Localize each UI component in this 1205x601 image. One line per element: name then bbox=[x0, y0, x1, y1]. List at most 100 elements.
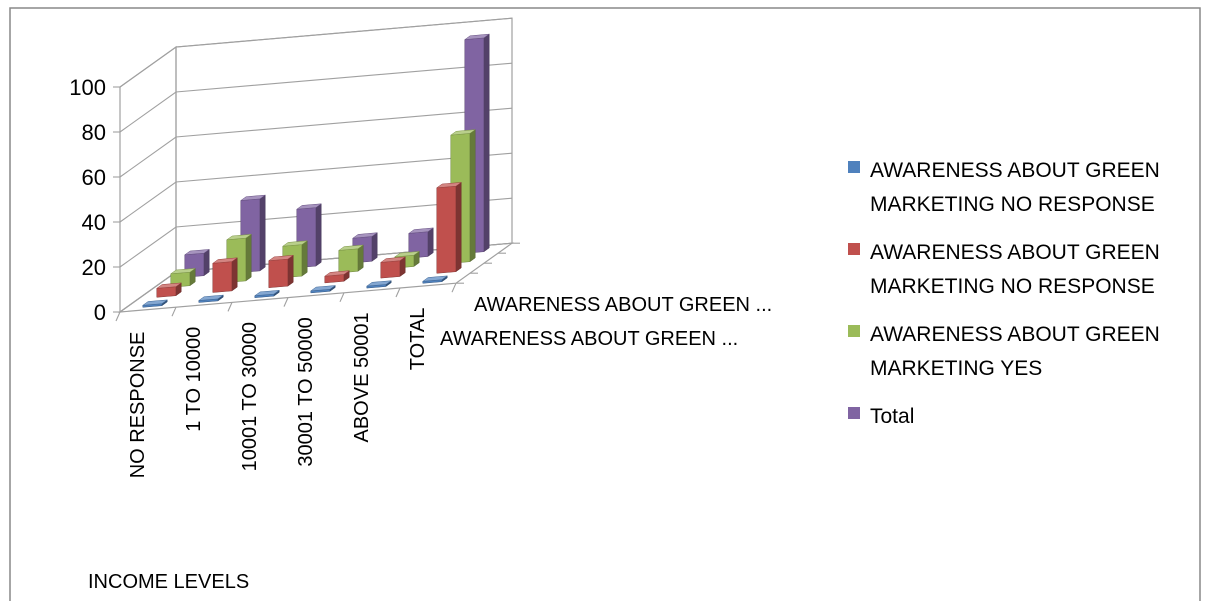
bar-top bbox=[337, 244, 365, 251]
gridline bbox=[119, 107, 513, 178]
gridline bbox=[119, 197, 513, 268]
bar bbox=[421, 275, 449, 284]
gridline bbox=[119, 152, 513, 223]
bar-top bbox=[393, 251, 421, 258]
bar-top bbox=[309, 285, 337, 292]
x-category-label: 30001 TO 50000 bbox=[295, 317, 317, 466]
bar-top bbox=[155, 282, 183, 289]
bar-side bbox=[259, 194, 266, 272]
legend-swatch bbox=[848, 407, 860, 419]
bar-top bbox=[169, 268, 197, 275]
x-category-label: 1 TO 10000 bbox=[183, 327, 205, 432]
gridline bbox=[119, 17, 513, 88]
bar bbox=[141, 299, 169, 308]
y-tick-label: 20 bbox=[82, 255, 106, 280]
bar-front bbox=[212, 261, 233, 293]
bar-top bbox=[407, 227, 435, 234]
bar-side bbox=[315, 203, 322, 267]
x-tick-mark bbox=[115, 311, 121, 322]
bar-side bbox=[469, 129, 476, 263]
bar-top bbox=[295, 203, 323, 210]
bar-front bbox=[268, 258, 289, 288]
bar-top bbox=[239, 194, 267, 201]
gridlines bbox=[119, 17, 513, 313]
bar-top bbox=[267, 254, 295, 262]
bar-side bbox=[203, 248, 210, 277]
bar bbox=[407, 227, 435, 259]
bar bbox=[323, 270, 351, 284]
bar-front bbox=[338, 248, 359, 274]
bar bbox=[365, 280, 393, 289]
y-tick-label: 40 bbox=[82, 210, 106, 235]
bar-top bbox=[323, 270, 351, 277]
bar-top bbox=[141, 299, 169, 306]
x-tick-mark bbox=[339, 292, 345, 303]
bar bbox=[267, 254, 295, 288]
bar-side bbox=[357, 244, 364, 272]
bar-top bbox=[197, 294, 225, 301]
legend-label: MARKETING NO RESPONSE bbox=[870, 275, 1155, 298]
legend-swatch bbox=[848, 161, 860, 173]
x-axis-category-labels: NO RESPONSE 1 TO 10000 10001 TO 30000 30001… bbox=[127, 308, 429, 479]
bar bbox=[337, 244, 365, 274]
legend-label: MARKETING NO RESPONSE bbox=[870, 193, 1155, 216]
y-axis-ticks: 0 20 40 60 80 100 bbox=[69, 75, 520, 325]
bar-top bbox=[225, 233, 253, 241]
bar-side bbox=[455, 181, 462, 273]
bar bbox=[253, 289, 281, 298]
bar-side bbox=[483, 33, 490, 253]
bar-front bbox=[380, 260, 401, 279]
bar-top bbox=[281, 240, 309, 247]
bar-top bbox=[449, 129, 477, 136]
depth-axis-labels: AWARENESS ABOUT GREEN ... AWARENESS ABOUT… bbox=[440, 294, 772, 350]
bar-top bbox=[253, 289, 281, 297]
bar-top bbox=[351, 232, 379, 239]
x-category-label: TOTAL bbox=[407, 308, 429, 371]
legend-label: MARKETING YES bbox=[870, 357, 1042, 380]
bar-front bbox=[436, 185, 457, 274]
bar bbox=[197, 294, 225, 303]
x-tick-mark bbox=[283, 297, 289, 307]
bar-top bbox=[463, 33, 491, 40]
legend-label: AWARENESS ABOUT GREEN bbox=[870, 159, 1160, 182]
bar bbox=[309, 285, 337, 294]
y-tick-label: 60 bbox=[82, 165, 106, 190]
bar-top bbox=[435, 182, 463, 189]
bar-top bbox=[183, 249, 211, 256]
x-category-label: ABOVE 50001 bbox=[351, 312, 373, 442]
bar-side bbox=[301, 240, 308, 277]
legend-label: Total bbox=[870, 405, 914, 428]
legend-label: AWARENESS ABOUT GREEN bbox=[870, 241, 1160, 264]
bar bbox=[379, 256, 407, 279]
bar-side bbox=[427, 227, 434, 257]
bar-top bbox=[365, 280, 393, 287]
y-tick-label: 80 bbox=[82, 120, 106, 145]
bar-top bbox=[421, 275, 449, 282]
bar-top bbox=[379, 256, 407, 263]
x-category-label: NO RESPONSE bbox=[127, 332, 149, 479]
x-tick-mark bbox=[395, 287, 401, 298]
bar bbox=[435, 181, 463, 274]
x-category-label: 10001 TO 30000 bbox=[239, 322, 261, 471]
x-tick-mark bbox=[451, 282, 457, 293]
bar-side bbox=[231, 257, 238, 292]
bar-side bbox=[287, 254, 294, 287]
bar bbox=[211, 257, 239, 293]
y-tick-label: 0 bbox=[94, 300, 106, 325]
bar bbox=[155, 282, 183, 298]
bars bbox=[141, 33, 491, 308]
x-axis-label: INCOME LEVELS bbox=[88, 571, 249, 593]
y-tick-label: 100 bbox=[69, 75, 106, 100]
depth-axis-label: AWARENESS ABOUT GREEN ... bbox=[474, 294, 772, 316]
legend-swatch bbox=[848, 243, 860, 255]
bar-side bbox=[245, 233, 252, 282]
x-tick-mark bbox=[227, 302, 233, 312]
legend-label: AWARENESS ABOUT GREEN bbox=[870, 323, 1160, 346]
legend: AWARENESS ABOUT GREEN MARKETING NO RESPON… bbox=[848, 159, 1160, 428]
gridline bbox=[119, 62, 513, 133]
depth-axis-label: AWARENESS ABOUT GREEN ... bbox=[440, 328, 738, 350]
legend-swatch bbox=[848, 325, 860, 337]
x-tick-mark bbox=[171, 306, 177, 317]
bar-top bbox=[211, 257, 239, 264]
